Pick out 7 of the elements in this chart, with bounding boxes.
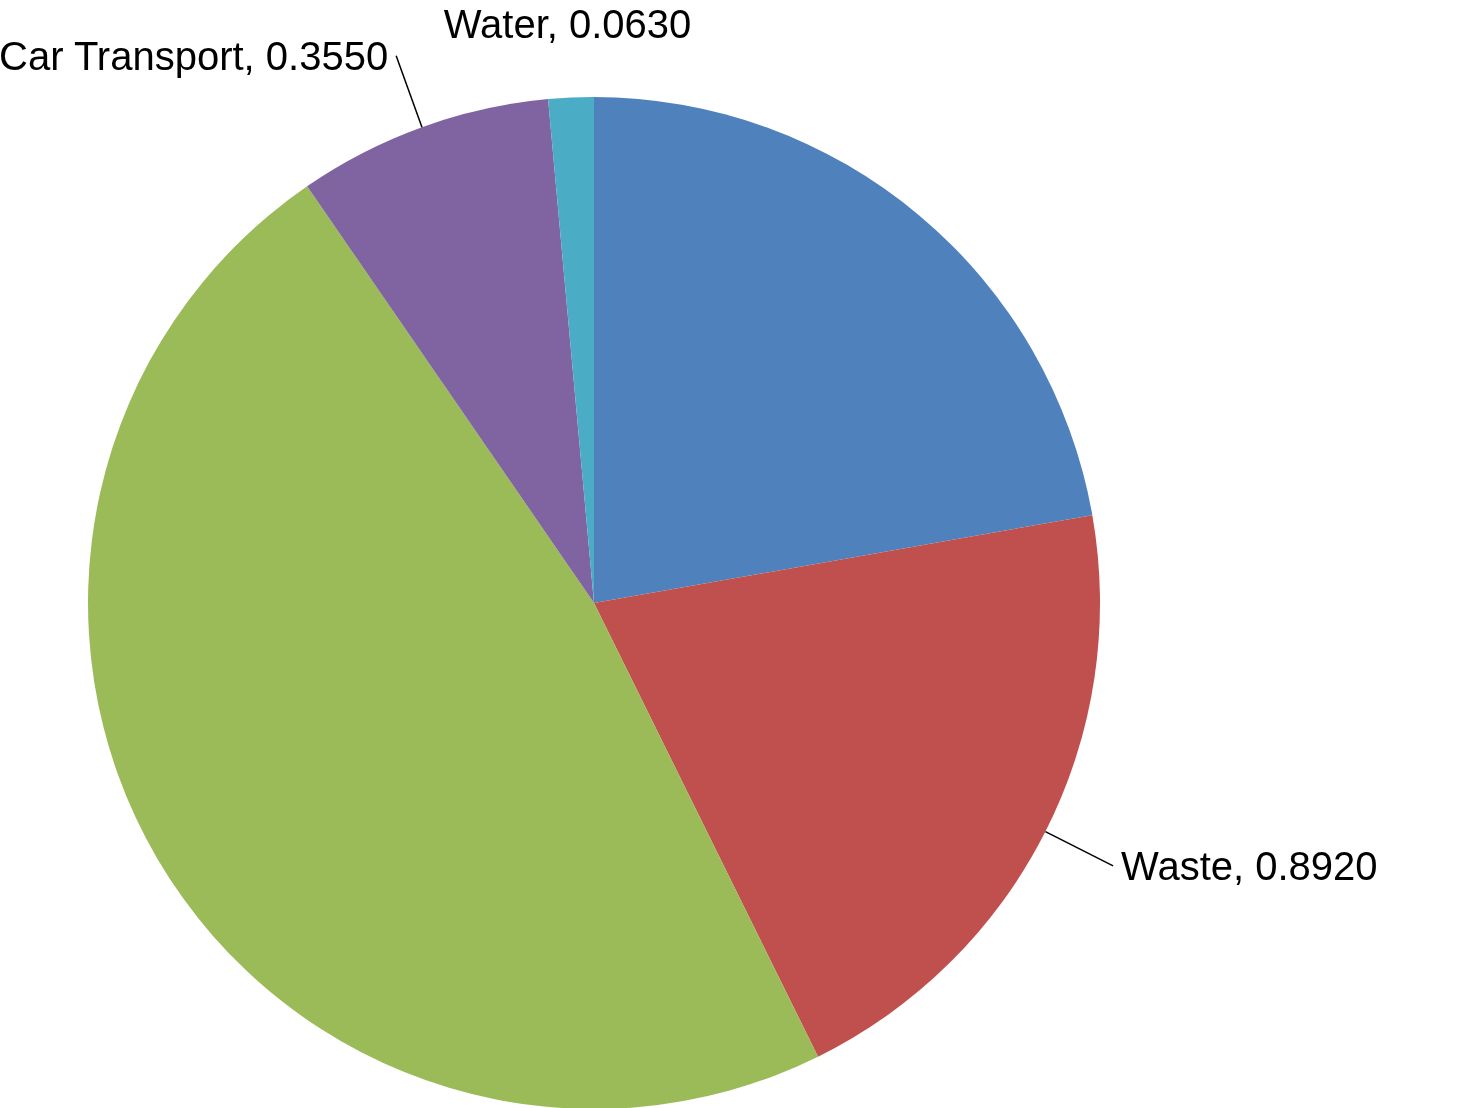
pie-slice xyxy=(594,97,1093,603)
pie-slice xyxy=(307,99,594,603)
pie-slice xyxy=(88,186,819,1108)
pie-slice xyxy=(594,515,1100,1057)
slice-label: Waste, 0.8920 xyxy=(1121,843,1378,888)
slice-label: Water, 0.0630 xyxy=(443,2,692,46)
slice-label: Car Transport, 0.3550 xyxy=(0,33,389,78)
